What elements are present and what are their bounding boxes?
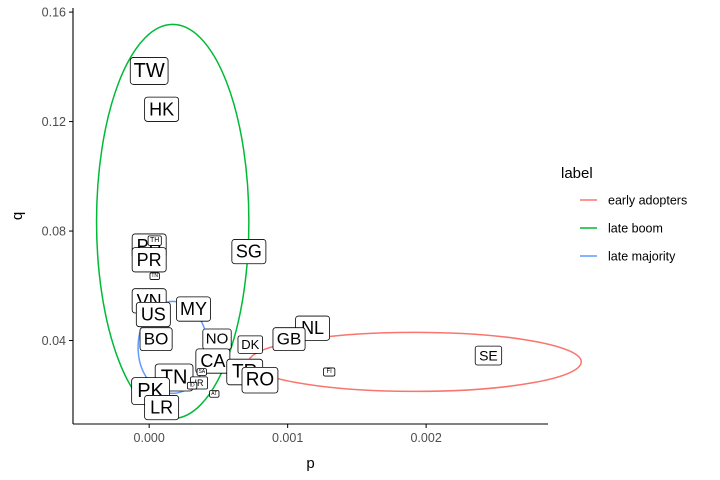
x-tick-label: 0.002	[410, 431, 441, 445]
point-label-tn: TN	[149, 272, 160, 280]
point-label-ca: CA	[195, 348, 231, 374]
legend-entry-label: early adopters	[608, 194, 687, 208]
point-label-box	[131, 247, 167, 273]
point-label-text: CA	[200, 351, 225, 371]
x-tick-label: 0.000	[134, 431, 165, 445]
point-label-box	[241, 366, 279, 394]
y-axis-title: q	[9, 212, 26, 220]
point-label-text: TN	[151, 273, 158, 279]
y-tick-label: 0.04	[42, 334, 66, 348]
point-label-text: ID	[190, 383, 195, 389]
point-label-box	[144, 96, 180, 122]
legend-entry-label: late majority	[608, 250, 676, 264]
point-label-box	[149, 272, 160, 280]
point-label-box	[237, 335, 263, 354]
point-label-text: BO	[144, 330, 169, 349]
point-label-text: GB	[277, 330, 302, 349]
point-label-id: ID	[186, 381, 198, 390]
y-tick-label: 0.12	[42, 115, 66, 129]
point-label-fi: FI	[323, 367, 336, 377]
point-label-text: TH	[150, 237, 159, 244]
point-label-box	[147, 235, 162, 246]
point-label-no: NO	[202, 328, 232, 350]
point-label-lr: LR	[144, 395, 180, 421]
y-tick-label: 0.08	[42, 225, 66, 239]
y-tick-label: 0.16	[42, 6, 66, 20]
point-label-box	[209, 390, 220, 398]
point-label-bo: BO	[139, 327, 173, 352]
point-label-text: TW	[134, 60, 165, 82]
ellipses-layer	[95, 23, 582, 420]
point-label-box	[135, 301, 171, 328]
point-label-text: PR	[137, 250, 162, 270]
point-label-box	[323, 367, 336, 377]
legend-entry-label: late boom	[608, 222, 663, 236]
point-label-text: MY	[180, 299, 207, 319]
point-label-my: MY	[176, 296, 211, 322]
point-label-text: NL	[301, 318, 324, 338]
point-label-us: US	[135, 301, 171, 328]
point-label-dk: DK	[237, 335, 263, 354]
point-label-text: HK	[149, 99, 174, 119]
point-label-text: NO	[206, 331, 229, 348]
points-layer: TWHKSGPHPRVNMYUSNLBONOGBDKSECATRROTNPKLR…	[129, 57, 503, 421]
point-label-text: SE	[479, 348, 498, 364]
point-label-th: TH	[147, 235, 162, 246]
x-axis-title: p	[306, 455, 314, 472]
point-label-text: US	[141, 305, 166, 325]
point-label-box	[474, 345, 503, 366]
point-label-sa: SA	[196, 368, 207, 376]
legend-title: label	[561, 165, 593, 182]
point-label-box	[186, 381, 198, 390]
point-label-text: SG	[236, 242, 262, 262]
point-label-box	[176, 296, 211, 322]
point-label-box	[139, 327, 173, 352]
point-label-text: RO	[246, 370, 275, 391]
point-label-box	[231, 239, 267, 265]
point-label-ro: RO	[241, 366, 279, 394]
point-label-at: AT	[209, 390, 220, 398]
axes-layer: 0.000 0.001 0.002 0.04 0.08 0.12 0.16 p q	[9, 6, 548, 472]
point-label-text: SA	[198, 369, 205, 375]
point-label-box	[272, 327, 306, 352]
point-label-tw: TW	[129, 57, 169, 85]
point-label-text: DK	[241, 337, 259, 352]
point-label-text: AT	[211, 391, 217, 397]
point-label-box	[196, 368, 207, 376]
point-label-sg: SG	[231, 239, 267, 265]
point-label-text: IR	[195, 378, 205, 388]
point-label-pr: PR	[131, 247, 167, 273]
point-label-gb: GB	[272, 327, 306, 352]
point-label-text: LR	[150, 398, 173, 418]
x-tick-label: 0.001	[272, 431, 303, 445]
point-label-text: FI	[327, 369, 333, 375]
point-label-box	[144, 395, 180, 421]
point-label-box	[129, 57, 169, 85]
point-label-hk: HK	[144, 96, 180, 122]
point-label-se: SE	[474, 345, 503, 366]
legend: label early adopters late boom late majorit…	[561, 165, 687, 264]
